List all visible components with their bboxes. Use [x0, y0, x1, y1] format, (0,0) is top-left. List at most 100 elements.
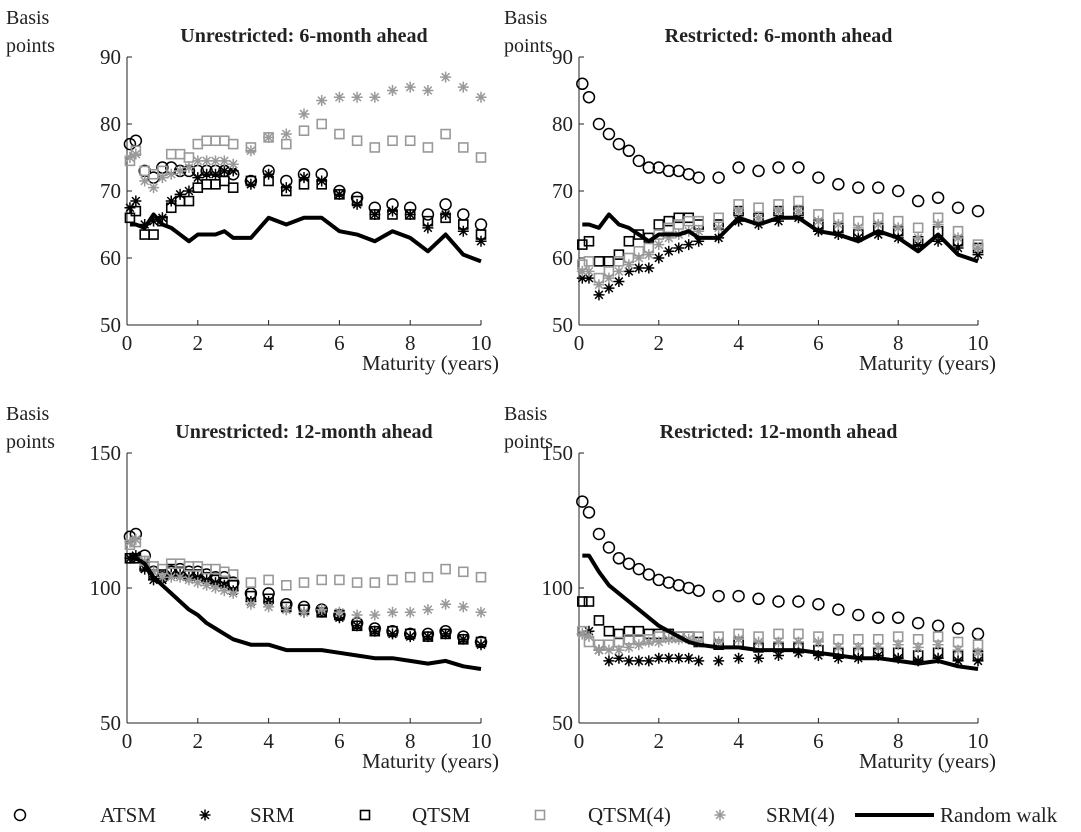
marker-shape [422, 85, 434, 96]
circle-marker [13, 808, 27, 822]
marker-shape [772, 161, 785, 174]
marker-shape [298, 577, 310, 588]
marker-shape [693, 636, 705, 648]
marker-shape [892, 222, 904, 234]
marker-shape [773, 650, 784, 661]
asterisk-marker [733, 652, 745, 664]
square-marker [334, 189, 345, 200]
marker-shape [387, 606, 398, 618]
marker-shape [130, 205, 142, 217]
marker-shape [593, 615, 605, 626]
marker-shape [316, 118, 328, 130]
marker-shape [404, 81, 416, 93]
square-marker [139, 165, 150, 177]
asterisk-marker [440, 628, 452, 640]
marker-shape [124, 552, 136, 564]
marker-shape [577, 239, 588, 250]
square-marker [369, 209, 381, 220]
asterisk-marker [693, 235, 705, 247]
marker-shape [732, 589, 745, 603]
asterisk-marker [792, 647, 804, 659]
asterisk-marker [663, 633, 675, 645]
marker-shape [475, 571, 487, 583]
marker-shape [713, 212, 724, 224]
marker-shape [872, 181, 885, 194]
square-marker [351, 135, 363, 147]
circle-marker [951, 622, 965, 635]
square-marker [280, 579, 292, 591]
circle-marker [891, 611, 905, 624]
square-marker [673, 212, 685, 224]
x-tick-label: 6 [813, 331, 824, 355]
asterisk-marker [693, 225, 705, 237]
asterisk-marker [130, 195, 142, 207]
asterisk-marker [952, 644, 964, 656]
marker-shape [210, 168, 221, 180]
marker-shape [440, 212, 451, 224]
marker-shape [148, 182, 160, 194]
marker-shape [183, 185, 195, 197]
circle-marker [632, 562, 646, 576]
asterisk-marker [663, 245, 675, 257]
marker-shape [316, 175, 328, 187]
asterisk-marker [623, 259, 635, 271]
marker-shape [227, 587, 239, 599]
marker-shape [912, 222, 924, 234]
marker-shape [733, 652, 745, 664]
asterisk-marker [404, 606, 416, 618]
asterisk-marker [192, 172, 204, 184]
square-marker [457, 633, 469, 645]
asterisk-marker [912, 655, 924, 667]
marker-shape [603, 644, 615, 656]
asterisk-marker [156, 571, 168, 583]
marker-shape [693, 215, 705, 227]
legend-label: ATSM [100, 803, 156, 827]
circle-marker [732, 161, 745, 174]
asterisk-marker [603, 282, 615, 294]
asterisk-marker [124, 536, 136, 548]
marker-shape [404, 631, 416, 643]
asterisk-marker [623, 265, 635, 277]
circle-marker [872, 611, 885, 624]
asterisk-marker [245, 145, 257, 157]
square-marker [124, 212, 136, 224]
marker-shape [174, 148, 186, 160]
marker-shape [952, 644, 964, 656]
square-marker [753, 202, 764, 214]
asterisk-marker [457, 601, 469, 613]
circle-marker [712, 171, 725, 184]
marker-shape [457, 633, 469, 645]
asterisk-marker [773, 636, 784, 648]
asterisk-marker [603, 272, 615, 284]
marker-shape [475, 606, 487, 618]
asterisk-marker [124, 202, 136, 214]
marker-shape [673, 633, 685, 645]
asterisk-marker [387, 85, 398, 96]
marker-shape [911, 194, 925, 208]
square-marker [683, 215, 695, 227]
asterisk-marker [227, 587, 239, 599]
x-axis-label: Maturity (years) [362, 351, 499, 375]
asterisk-marker [387, 606, 398, 618]
marker-shape [733, 215, 745, 227]
marker-shape [201, 155, 213, 167]
asterisk-marker [952, 242, 964, 254]
asterisk-marker [972, 242, 984, 254]
marker-shape [613, 249, 625, 260]
marker-shape [148, 566, 160, 578]
circle-marker [123, 137, 137, 151]
chart-title: Restricted: 6-month ahead [665, 25, 893, 47]
y-tick-label: 70 [552, 179, 573, 203]
asterisk-marker [218, 585, 230, 597]
marker-shape [183, 195, 195, 207]
marker-shape [832, 652, 844, 664]
square-marker [219, 175, 230, 187]
y-axis-label: Basis points [6, 403, 55, 453]
square-marker [139, 229, 150, 240]
marker-shape [404, 209, 416, 220]
square-marker [369, 142, 381, 153]
circle-marker [622, 144, 636, 158]
marker-shape [369, 208, 381, 220]
square-marker [130, 205, 142, 217]
marker-shape [130, 148, 142, 160]
